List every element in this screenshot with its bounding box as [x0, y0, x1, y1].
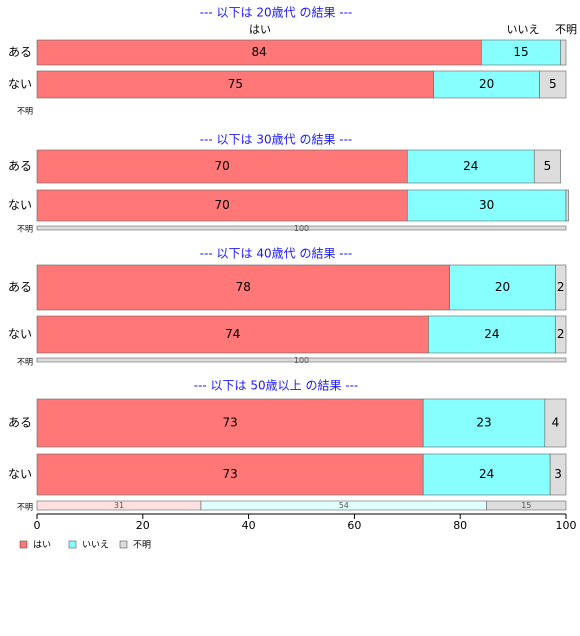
panel-title-4: --- 以下は 50歳以上 の結果 --- — [194, 379, 359, 393]
bar-segment — [539, 70, 567, 99]
panel-title-2: --- 以下は 30歳代 の結果 --- — [200, 133, 353, 147]
row-label-aru: ある — [8, 159, 32, 173]
bar-segment — [422, 453, 551, 496]
bar-segment — [560, 39, 567, 66]
data-label: 24 — [463, 159, 478, 173]
x-tick-label: 60 — [347, 519, 361, 532]
bar-segment — [486, 500, 567, 511]
bar-segment — [565, 189, 569, 222]
row-label-nai: ない — [8, 77, 32, 91]
bar-segment — [36, 70, 435, 99]
bar-segment — [533, 149, 562, 184]
bar-segment — [481, 39, 562, 66]
panel-title-3: --- 以下は 40歳代 の結果 --- — [200, 247, 353, 261]
data-label: 2 — [557, 327, 565, 341]
x-tick-label: 20 — [136, 519, 150, 532]
legend-swatch — [19, 540, 28, 549]
data-label: 31 — [114, 501, 124, 510]
bar-segment — [36, 39, 482, 66]
row-label-unknown: 不明 — [17, 503, 33, 512]
bar-segment — [36, 189, 408, 222]
data-label: 15 — [521, 501, 531, 510]
bar-segment — [422, 398, 546, 448]
bar-segment — [36, 149, 408, 184]
bar-segment — [36, 453, 424, 496]
bar-segment — [449, 264, 556, 311]
legend-label: はい — [33, 540, 51, 551]
row-label-nai: ない — [8, 198, 32, 212]
row-label-unknown: 不明 — [17, 107, 33, 116]
data-label: 23 — [476, 416, 491, 430]
bar-segment — [406, 149, 535, 184]
row-label-nai: ない — [8, 467, 32, 481]
data-label: 15 — [513, 45, 528, 59]
data-label: 73 — [222, 416, 237, 430]
bar-segment — [433, 70, 540, 99]
legend-label: いいえ — [82, 540, 109, 551]
bar-segment — [36, 264, 450, 311]
x-tick-label: 100 — [556, 519, 577, 532]
row-label-unknown: 不明 — [17, 225, 33, 234]
bar-segment — [555, 264, 567, 311]
column-header-1: はい — [249, 23, 271, 36]
legend-swatch — [119, 540, 128, 549]
bar-segment — [36, 357, 567, 363]
bar-segment — [36, 398, 424, 448]
panel-title-1: --- 以下は 20歳代 の結果 --- — [200, 6, 353, 20]
bar-segment — [406, 189, 567, 222]
data-label: 3 — [554, 467, 562, 481]
row-label-unknown: 不明 — [17, 358, 33, 367]
x-tick-label: 0 — [34, 519, 41, 532]
data-label: 75 — [228, 77, 243, 91]
data-label: 5 — [544, 159, 552, 173]
bar-segment — [555, 315, 567, 354]
data-label: 20 — [495, 280, 510, 294]
data-label: 5 — [549, 77, 557, 91]
data-label: 100 — [294, 356, 309, 365]
legend-label: 不明 — [133, 540, 151, 551]
data-label: 24 — [484, 327, 499, 341]
data-label: 100 — [294, 224, 309, 233]
row-label-aru: ある — [8, 280, 32, 294]
column-header-3: 不明 — [555, 23, 577, 36]
column-header-2: いいえ — [507, 23, 540, 36]
data-label: 84 — [252, 45, 267, 59]
data-label: 70 — [215, 198, 230, 212]
row-label-aru: ある — [8, 45, 32, 59]
bar-segment — [549, 453, 567, 496]
data-label: 20 — [479, 77, 494, 91]
data-label: 74 — [225, 327, 240, 341]
data-label: 70 — [215, 159, 230, 173]
data-label: 2 — [557, 280, 565, 294]
x-tick-label: 80 — [453, 519, 467, 532]
bar-segment — [36, 225, 567, 231]
bar-segment — [544, 398, 567, 448]
data-label: 78 — [236, 280, 251, 294]
bar-segment — [428, 315, 556, 354]
data-label: 24 — [479, 467, 494, 481]
legend-swatch — [68, 540, 77, 549]
row-label-aru: ある — [8, 416, 32, 430]
row-label-nai: ない — [8, 327, 32, 341]
data-label: 30 — [479, 198, 494, 212]
x-tick-label: 40 — [242, 519, 256, 532]
data-label: 73 — [222, 467, 237, 481]
data-label: 54 — [339, 501, 349, 510]
bar-segment — [36, 315, 429, 354]
data-label: 4 — [552, 416, 560, 430]
